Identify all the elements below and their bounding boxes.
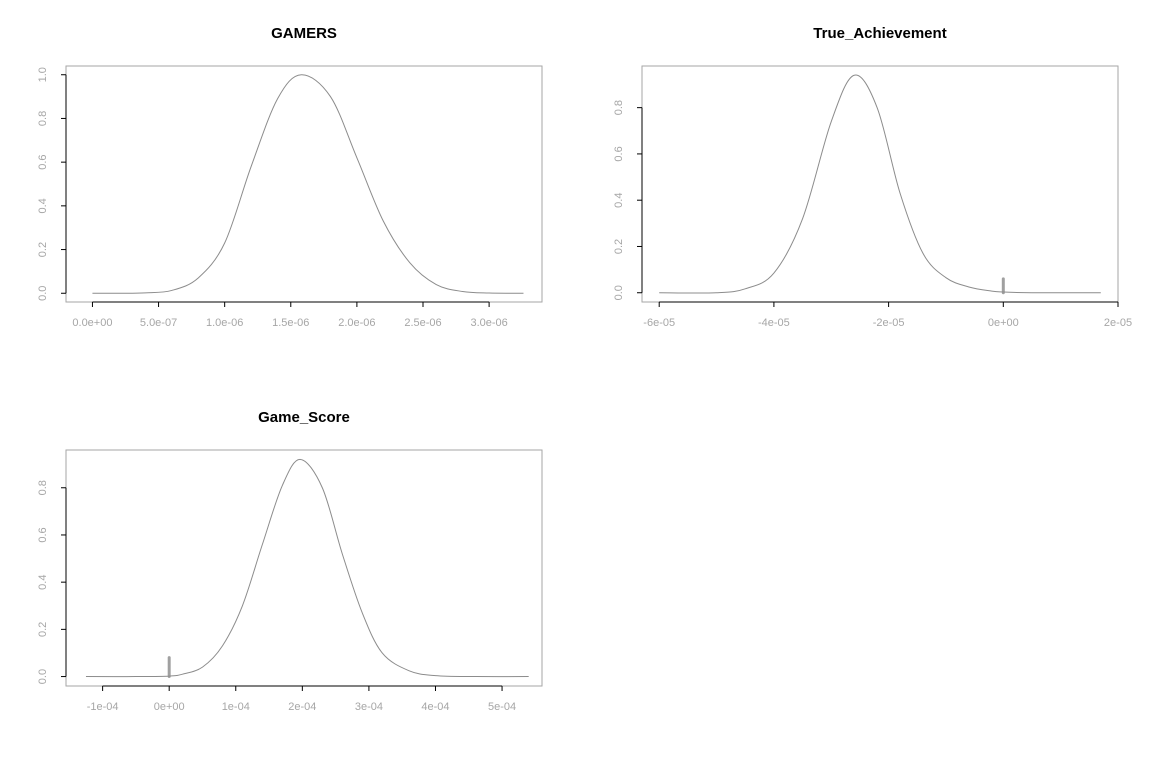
x-tick-label: 1e-04 [222,701,250,713]
y-tick-label: 0.0 [613,285,625,300]
density-curve [85,458,529,678]
x-tick-label: 0e+00 [154,701,185,713]
density-curve [659,74,1101,294]
y-tick-label: 0.4 [37,575,49,590]
x-tick-label: 2.0e-06 [338,317,375,329]
x-tick-label: -6e-05 [643,317,675,329]
x-tick-label: -4e-05 [758,317,790,329]
x-tick-label: 1.5e-06 [272,317,309,329]
y-tick-label: 0.8 [37,480,49,495]
plot-frame [65,65,543,303]
y-tick-label: 0.0 [37,669,49,684]
y-tick-label: 0.8 [613,100,625,115]
x-tick-label: 2e-05 [1104,317,1132,329]
panel-2: True_Achievement -6e-05 -4e-05 -2e-05 0e+00 2… [613,25,1132,329]
x-tick-label: 5e-04 [488,701,516,713]
panel-1: GAMERS 0.0e+00 5.0e-07 1.0e-06 1.5e-06 2.0e-0… [37,25,543,329]
y-tick-label: 0.2 [37,622,49,637]
x-tick-label: 5.0e-07 [140,317,177,329]
x-tick-label: 0.0e+00 [72,317,112,329]
plot-frame [641,65,1119,303]
panel-3: Game_Score -1e-04 0e+00 1e-04 2e-04 3e-04 4e-0… [37,409,543,713]
y-tick-label: 0.6 [37,154,49,169]
y-tick-label: 0.6 [613,146,625,161]
plot-frame [65,449,543,687]
panel-title: Game_Score [258,409,350,426]
panel-title: GAMERS [271,25,337,42]
y-tick-label: 0.4 [37,198,49,213]
x-tick-label: 2.5e-06 [404,317,441,329]
x-tick-label: 2e-04 [288,701,316,713]
y-tick-label: 0.2 [37,242,49,257]
density-curve [92,74,524,294]
x-tick-label: 4e-04 [421,701,449,713]
x-tick-label: 1.0e-06 [206,317,243,329]
x-tick-label: 0e+00 [988,317,1019,329]
y-tick-label: 0.2 [613,239,625,254]
y-tick-label: 0.6 [37,527,49,542]
y-tick-label: 0.8 [37,111,49,126]
y-tick-label: 0.0 [37,286,49,301]
x-tick-label: 3e-04 [355,701,383,713]
x-tick-label: 3.0e-06 [470,317,507,329]
y-tick-label: 1.0 [37,67,49,82]
y-tick-label: 0.4 [613,193,625,208]
x-tick-label: -2e-05 [873,317,905,329]
panel-title: True_Achievement [813,25,946,42]
x-tick-label: -1e-04 [87,701,119,713]
